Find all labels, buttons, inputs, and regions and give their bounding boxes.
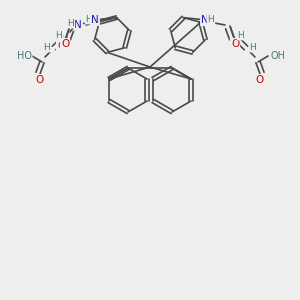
Text: N: N bbox=[74, 20, 82, 30]
Text: H: H bbox=[208, 14, 214, 23]
Text: N: N bbox=[201, 15, 209, 25]
Text: H: H bbox=[44, 43, 50, 52]
Text: HO: HO bbox=[16, 51, 32, 61]
Text: O: O bbox=[231, 39, 239, 49]
Text: O: O bbox=[256, 75, 264, 85]
Text: O: O bbox=[57, 41, 65, 51]
Text: H: H bbox=[68, 19, 74, 28]
Text: OH: OH bbox=[271, 51, 286, 61]
Text: O: O bbox=[36, 75, 44, 85]
Text: H: H bbox=[238, 31, 244, 40]
Text: H: H bbox=[250, 43, 256, 52]
Text: N: N bbox=[91, 15, 99, 25]
Text: H: H bbox=[56, 31, 62, 40]
Text: O: O bbox=[61, 39, 69, 49]
Text: H: H bbox=[85, 14, 92, 23]
